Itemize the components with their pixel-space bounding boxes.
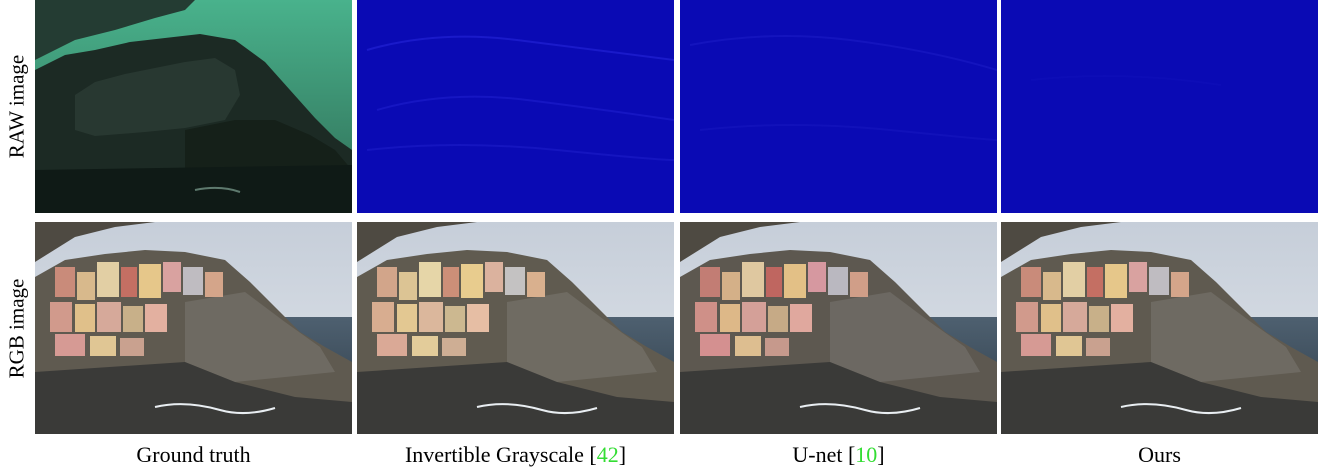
- rgb-ground-truth-image: [35, 222, 352, 434]
- caption-unet: U-net [10]: [792, 442, 885, 467]
- raw-ours-error-map: [1001, 0, 1318, 213]
- rgb-unet-image: [680, 222, 997, 434]
- caption-invertible-grayscale-text: Invertible Grayscale: [404, 442, 584, 467]
- caption-ground-truth: Ground truth: [35, 442, 352, 468]
- citation-link-42[interactable]: 42: [596, 442, 619, 467]
- row-label-raw-text: RAW image: [4, 54, 29, 159]
- raw-ground-truth-image: [35, 0, 352, 213]
- row-label-rgb-text: RGB image: [4, 278, 29, 378]
- raw-unet-error-map: [680, 0, 997, 213]
- rgb-ours-image: [1001, 222, 1318, 434]
- caption-ground-truth-text: Ground truth: [136, 442, 251, 467]
- caption-invertible-grayscale: Invertible Grayscale [42]: [404, 442, 627, 467]
- citation-link-10[interactable]: 10: [855, 442, 878, 467]
- caption-ours: Ours: [1001, 442, 1318, 468]
- row-label-raw: RAW image: [0, 0, 34, 213]
- caption-ours-text: Ours: [1138, 442, 1181, 467]
- row-label-rgb: RGB image: [0, 222, 34, 434]
- raw-invertible-grayscale-error-map: [357, 0, 674, 213]
- rgb-invertible-grayscale-image: [357, 222, 674, 434]
- caption-unet-text: U-net: [792, 442, 843, 467]
